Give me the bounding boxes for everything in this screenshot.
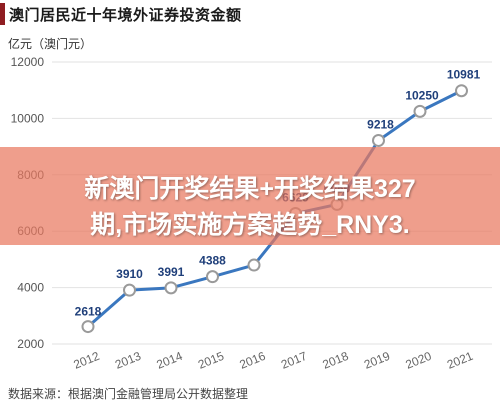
data-label: 3910: [116, 267, 143, 281]
x-tick-label: 2015: [196, 349, 226, 372]
x-tick-label: 2014: [154, 349, 184, 372]
x-tick-label: 2021: [445, 349, 475, 372]
data-point-marker: [455, 84, 468, 98]
data-point-marker: [247, 258, 261, 272]
promo-overlay-banner: 新澳门开奖结果+开奖结果327 期,市场实施方案趋势_RNY3.: [0, 147, 500, 245]
y-tick-label: 10000: [11, 111, 45, 125]
data-point-marker: [123, 283, 136, 297]
x-tick-label: 2012: [71, 349, 101, 372]
y-tick-label: 12000: [11, 55, 45, 69]
data-label: 2618: [75, 305, 102, 319]
overlay-text-line-1: 新澳门开奖结果+开奖结果327: [84, 175, 416, 203]
x-tick-label: 2013: [113, 349, 143, 372]
footer: 数据来源：根据澳门金融管理局公开数据整理: [0, 380, 500, 406]
header-bar: 澳门居民近十年境外证券投资金额: [0, 0, 500, 30]
data-label: 10250: [405, 88, 439, 102]
data-point-marker: [206, 270, 219, 284]
y-tick-label: 2000: [17, 337, 44, 351]
data-source-note: 数据来源：根据澳门金融管理局公开数据整理: [8, 387, 249, 401]
x-tick-label: 2018: [320, 349, 350, 372]
chart-title: 澳门居民近十年境外证券投资金额: [9, 7, 242, 24]
y-tick-label: 4000: [17, 281, 44, 295]
x-tick-label: 2016: [237, 349, 267, 372]
overlay-text-line-2: 期,市场实施方案趋势_RNY3.: [90, 211, 410, 239]
x-tick-label: 2017: [279, 349, 309, 372]
data-point-marker: [413, 104, 427, 118]
data-point-marker: [164, 281, 178, 295]
data-label: 9218: [367, 117, 394, 131]
title-accent-bar: [0, 3, 5, 25]
x-tick-label: 2019: [362, 349, 392, 372]
data-label: 10981: [447, 68, 481, 82]
x-tick-label: 2020: [403, 349, 433, 372]
data-label: 3991: [158, 265, 185, 279]
data-label: 4388: [199, 254, 226, 268]
data-point-marker: [81, 320, 95, 334]
data-point-marker: [372, 133, 385, 147]
y-axis-unit-label: 亿元（澳门元）: [8, 37, 93, 51]
